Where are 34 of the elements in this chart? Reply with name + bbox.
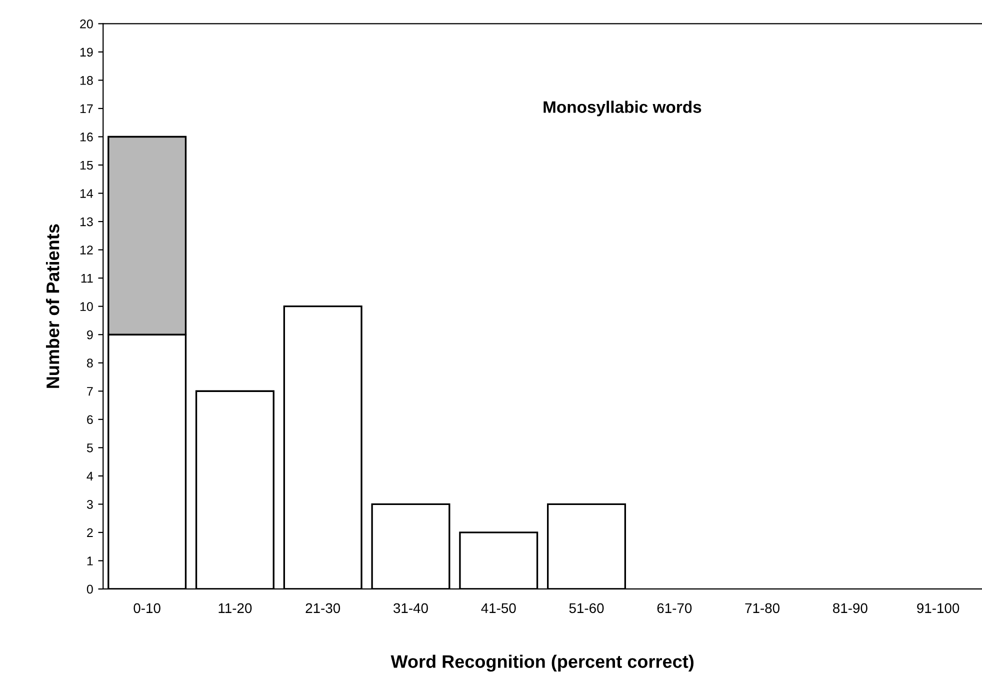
y-tick-label: 11 [81,274,93,283]
x-tick-label: 61-70 [657,603,692,614]
y-tick-label: 1 [87,556,93,566]
y-tick-label: 7 [87,387,93,396]
y-tick-label: 20 [80,19,93,28]
x-tick-label: 21-30 [306,603,340,614]
y-tick-label: 13 [80,217,93,226]
y-axis-title: Number of Patients [46,224,60,388]
y-tick-label: 5 [86,444,93,452]
y-tick-label: 0 [86,584,93,594]
y-tick-label: 17 [80,104,93,114]
y-tick-label: 15 [80,160,93,170]
y-tick-label: 19 [80,48,93,57]
y-tick-label: 4 [86,472,94,480]
y-tick-label: 3 [86,500,93,509]
y-tick-label: 2 [87,528,93,537]
y-tick-label: 12 [80,246,93,254]
y-tick-label: 10 [80,302,93,311]
x-tick-label: 51-60 [569,603,604,614]
x-tick-label: 71-80 [745,603,780,614]
y-tick-label: 16 [80,132,93,142]
x-tick-label: 0-10 [134,603,160,614]
y-tick-label: 18 [80,76,93,85]
y-tick-label: 14 [80,189,94,198]
x-axis-title: Word Recognition (percent correct) [390,654,694,672]
x-tick-label: 41-50 [481,603,516,614]
x-tick-label: 81-90 [833,603,868,614]
y-tick-label: 6 [87,415,93,424]
text: Monosyllabic words [544,100,702,116]
x-tick-label: 11-20 [218,603,252,614]
y-tick-label: 9 [87,330,93,340]
x-tick-label: 91-100 [917,603,960,614]
y-tick-label: 8 [86,358,93,368]
x-tick-label: 31-40 [393,603,428,614]
